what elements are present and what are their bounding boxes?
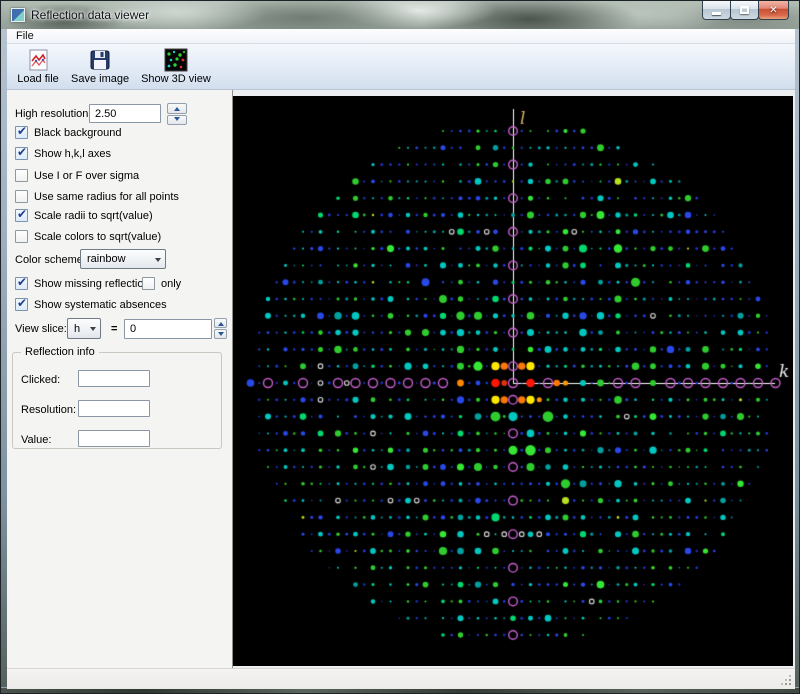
menu-file[interactable]: File: [16, 30, 34, 42]
checkbox-show-absences[interactable]: Show systematic absences: [15, 296, 167, 311]
show-3d-view-label: Show 3D view: [141, 73, 211, 85]
arrow-up-icon: [217, 319, 224, 326]
maximize-icon: [740, 6, 749, 14]
clicked-label: Clicked:: [21, 374, 61, 386]
chart-file-icon: [29, 49, 48, 71]
plot-area: [233, 90, 795, 668]
resize-grip-icon[interactable]: [779, 673, 791, 685]
floppy-disk-icon: [90, 50, 110, 70]
view-slice-label: View slice:: [15, 323, 67, 335]
load-file-button[interactable]: Load file: [11, 46, 65, 86]
load-file-label: Load file: [17, 73, 59, 85]
arrow-down-icon: [174, 117, 180, 124]
close-icon: ✕: [769, 4, 778, 16]
checkbox-only[interactable]: only: [142, 277, 181, 290]
maximize-button[interactable]: [730, 1, 759, 20]
checkbox-scale-colors-sqrt[interactable]: Scale colors to sqrt(value): [15, 230, 161, 243]
view-slice-spinner: [214, 318, 227, 339]
minimize-button[interactable]: [702, 1, 731, 20]
save-image-label: Save image: [71, 73, 130, 85]
checkbox-box: [15, 230, 28, 243]
checkbox-show-missing[interactable]: Show missing reflections: [15, 275, 155, 290]
resolution-field[interactable]: [78, 400, 150, 417]
save-image-button[interactable]: Save image: [65, 46, 135, 86]
spin-up-button[interactable]: [167, 103, 187, 114]
color-scheme-dropdown[interactable]: rainbow: [80, 249, 166, 269]
status-bar: [7, 668, 795, 689]
checkbox-box: [15, 275, 28, 290]
reflection-plot-canvas[interactable]: [233, 96, 793, 666]
window-frame-right: [793, 29, 799, 693]
arrow-down-icon: [217, 331, 224, 339]
chevron-down-icon: [155, 257, 161, 265]
value-field[interactable]: [78, 430, 150, 447]
title-bar[interactable]: Reflection data viewer ✕: [1, 1, 799, 29]
arrow-up-icon: [174, 104, 180, 111]
checkbox-box: [142, 277, 155, 290]
checkbox-show-hkl-axes[interactable]: Show h,k,l axes: [15, 145, 111, 160]
high-resolution-input[interactable]: [89, 104, 161, 123]
checkbox-box: [15, 124, 28, 139]
checkbox-box: [15, 190, 28, 203]
window-frame-left: [1, 29, 7, 693]
clicked-field[interactable]: [78, 370, 150, 387]
close-button[interactable]: ✕: [758, 1, 789, 20]
checkbox-i-or-f-over-sigma[interactable]: Use I or F over sigma: [15, 169, 139, 182]
3d-view-icon: [164, 48, 188, 72]
equals-label: =: [111, 323, 118, 335]
view-slice-input[interactable]: [124, 319, 212, 339]
app-icon: [11, 8, 25, 22]
view-slice-axis-value: h: [74, 322, 81, 335]
window-title: Reflection data viewer: [31, 8, 150, 22]
menu-bar: File: [7, 29, 795, 44]
checkbox-box: [15, 296, 28, 311]
show-3d-view-button[interactable]: Show 3D view: [135, 46, 217, 86]
color-scheme-value: rainbow: [87, 253, 126, 265]
checkbox-box: [15, 145, 28, 160]
value-label: Value:: [21, 434, 52, 446]
reflection-info-group: Reflection info Clicked: Resolution: Val…: [12, 346, 222, 449]
checkbox-black-background[interactable]: Black background: [15, 124, 121, 139]
view-slice-axis-dropdown[interactable]: h: [67, 318, 101, 339]
resolution-label: Resolution:: [21, 404, 77, 416]
spin-down-button[interactable]: [214, 329, 227, 339]
color-scheme-label: Color scheme:: [15, 254, 86, 266]
control-panel: High resolution: Black background Show h…: [7, 90, 233, 668]
spin-up-button[interactable]: [214, 318, 227, 328]
checkbox-box: [15, 207, 28, 222]
checkbox-box: [15, 169, 28, 182]
checkbox-scale-radii-sqrt[interactable]: Scale radii to sqrt(value): [15, 207, 153, 222]
reflection-info-title: Reflection info: [21, 346, 99, 358]
high-resolution-label: High resolution:: [15, 108, 92, 120]
checkbox-same-radius[interactable]: Use same radius for all points: [15, 190, 179, 203]
chevron-down-icon: [90, 327, 96, 334]
minimize-icon: [712, 11, 721, 15]
spin-down-button[interactable]: [167, 114, 187, 125]
high-resolution-spinner: [167, 103, 187, 125]
toolbar: Load file Save image: [7, 44, 795, 90]
